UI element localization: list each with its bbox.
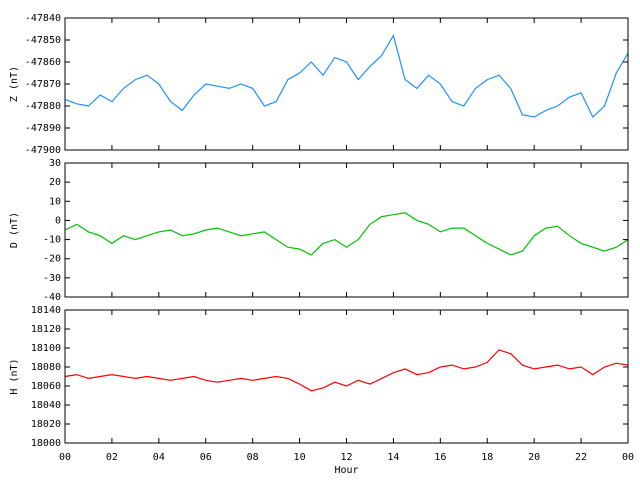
y-tick-label: -10 — [43, 235, 61, 246]
y-axis-label: D (nT) — [9, 212, 20, 248]
y-tick-label: 20 — [49, 177, 61, 188]
x-tick-label: 20 — [528, 452, 540, 463]
y-tick-label: -47900 — [25, 145, 61, 156]
y-axis-label: Z (nT) — [9, 66, 20, 102]
y-tick-label: 18100 — [31, 343, 61, 354]
x-tick-label: 22 — [575, 452, 587, 463]
y-tick-label: 0 — [55, 215, 61, 226]
x-axis-label: Hour — [334, 465, 358, 476]
x-tick-label: 08 — [247, 452, 259, 463]
y-tick-label: -40 — [43, 292, 61, 303]
y-axis-label: H (nT) — [9, 358, 20, 394]
y-tick-label: 18080 — [31, 362, 61, 373]
y-tick-label: 30 — [49, 158, 61, 169]
x-tick-label: 02 — [106, 452, 118, 463]
y-tick-label: 10 — [49, 196, 61, 207]
x-tick-label: 10 — [294, 452, 306, 463]
y-tick-label: -47870 — [25, 79, 61, 90]
y-tick-label: 18020 — [31, 419, 61, 430]
plot-frame — [64, 17, 629, 151]
x-tick-label: 12 — [340, 452, 352, 463]
x-tick-label: 00 — [59, 452, 71, 463]
data-line — [64, 34, 629, 118]
y-tick-label: 18040 — [31, 400, 61, 411]
y-tick-label: -30 — [43, 273, 61, 284]
x-tick-label: 00 — [622, 452, 634, 463]
y-tick-label: 18120 — [31, 324, 61, 335]
x-tick-label: 18 — [481, 452, 493, 463]
x-tick-label: 06 — [200, 452, 212, 463]
y-tick-label: -20 — [43, 254, 61, 265]
y-tick-label: -47840 — [25, 13, 61, 24]
y-tick-label: -47890 — [25, 123, 61, 134]
y-tick-label: -47850 — [25, 35, 61, 46]
x-tick-label: 04 — [153, 452, 165, 463]
y-tick-label: 18060 — [31, 381, 61, 392]
data-line — [64, 212, 629, 256]
x-tick-label: 16 — [434, 452, 446, 463]
y-tick-label: -47860 — [25, 57, 61, 68]
data-line — [64, 349, 629, 392]
y-tick-label: 18140 — [31, 305, 61, 316]
y-tick-label: -47880 — [25, 101, 61, 112]
x-tick-label: 14 — [387, 452, 399, 463]
y-tick-label: 18000 — [31, 438, 61, 449]
